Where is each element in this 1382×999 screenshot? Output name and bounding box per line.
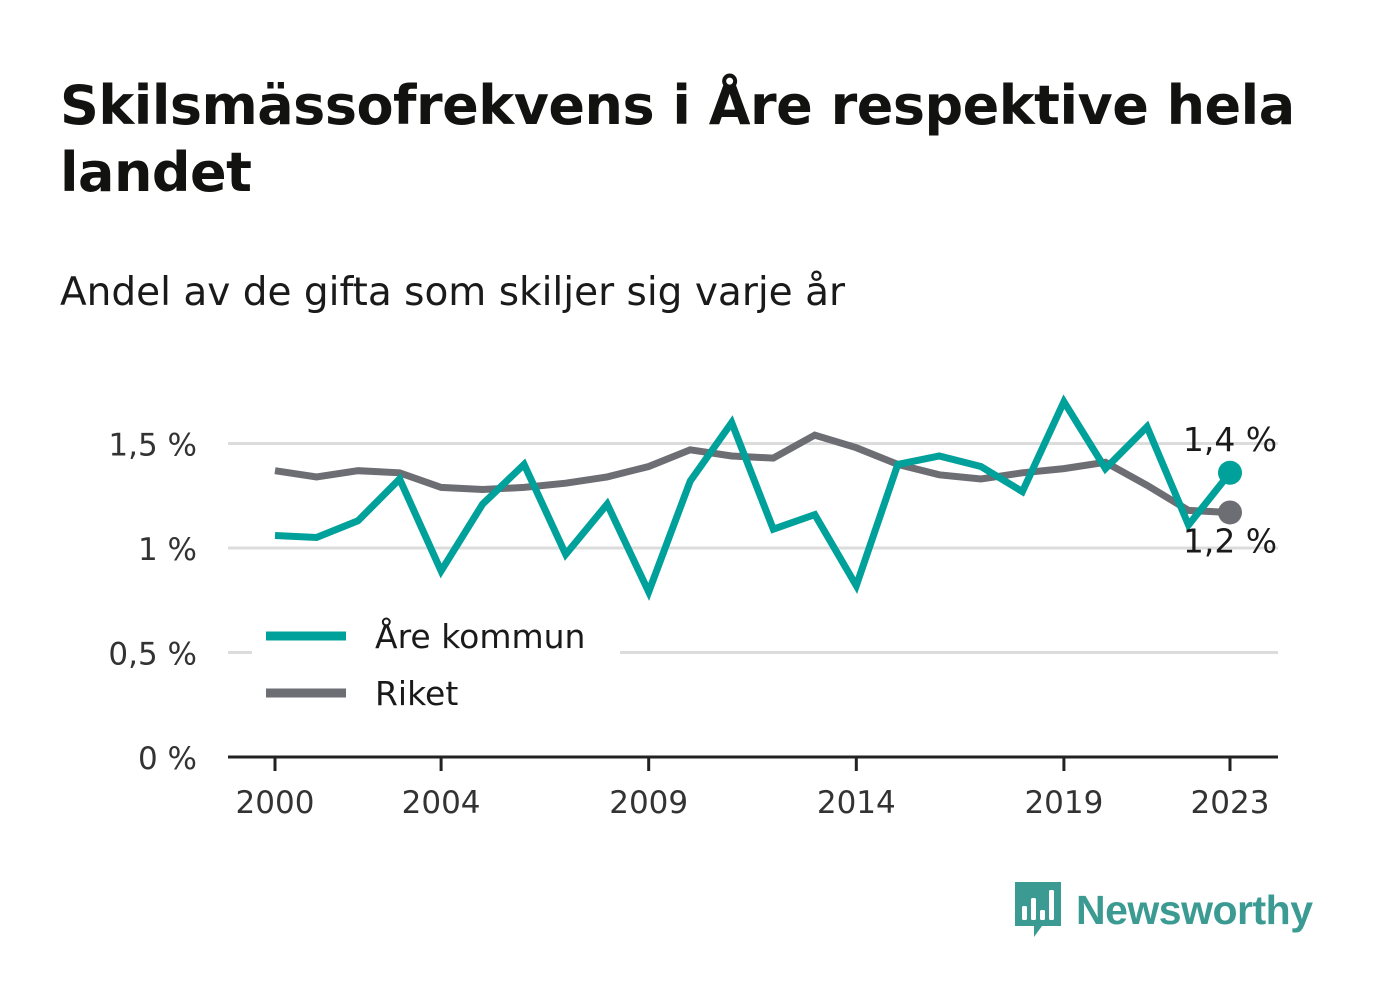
y-tick-label: 0 % — [138, 741, 197, 777]
x-tick-label: 2000 — [236, 785, 315, 821]
end-label-riket: 1,2 % — [1183, 521, 1277, 560]
x-tick-label: 2004 — [402, 785, 481, 821]
y-tick-label: 0,5 % — [108, 637, 197, 673]
legend-label: Åre kommun — [375, 616, 585, 656]
x-tick-label: 2009 — [609, 785, 688, 821]
end-dot-riket — [1218, 500, 1242, 525]
y-axis: 0 % 0,5 % 1 % 1,5 % — [108, 428, 197, 778]
chart-subtitle: Andel av de gifta som skiljer sig varje … — [60, 270, 846, 315]
x-axis: 2000 2004 2009 2014 2019 2023 — [228, 755, 1278, 821]
chart-title: Skilsmässofrekvens i Åre respektive hela… — [60, 74, 1295, 204]
brand-logo: Newsworthy — [1012, 880, 1313, 940]
brand-name: Newsworthy — [1076, 886, 1313, 933]
y-tick-label: 1,5 % — [108, 428, 197, 464]
series-lines — [274, 394, 1242, 601]
y-tick-label: 1 % — [138, 532, 197, 568]
series-line-are — [274, 394, 1233, 601]
legend-background — [252, 606, 620, 726]
legend-label: Riket — [375, 674, 458, 713]
legend: Åre kommun Riket — [252, 606, 620, 726]
end-labels: 1,4 % 1,2 % — [1183, 420, 1277, 561]
x-tick-label: 2014 — [817, 785, 896, 821]
end-dot-are — [1218, 460, 1242, 485]
bar-chart-speech-bubble-icon — [1015, 882, 1061, 937]
x-tick-label: 2023 — [1191, 785, 1270, 821]
x-tick-label: 2019 — [1024, 785, 1103, 821]
series-line-riket — [274, 431, 1231, 516]
end-label-are: 1,4 % — [1183, 420, 1277, 459]
